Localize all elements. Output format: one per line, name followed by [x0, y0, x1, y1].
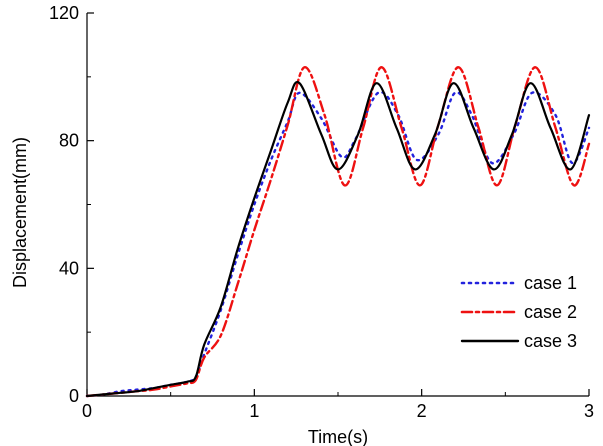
series-line-1 [85, 90, 591, 398]
legend-label-2: case 2 [524, 302, 577, 322]
series-line-3 [85, 80, 591, 398]
legend-label-1: case 1 [524, 273, 577, 293]
series-line-2 [85, 66, 591, 398]
series-layer [85, 66, 591, 398]
y-tick-label: 40 [59, 258, 79, 278]
legend: case 1 case 2 case 3 [460, 273, 577, 351]
x-tick-label: 2 [417, 401, 427, 421]
x-tick-label: 3 [584, 401, 594, 421]
x-axis-title: Time(s) [308, 427, 368, 446]
x-tick-label: 0 [82, 401, 92, 421]
y-tick-label: 0 [69, 386, 79, 406]
axes: 0 1 2 3 0 40 80 120 [49, 3, 594, 421]
y-axis-title: Displacement(mm) [10, 137, 30, 288]
legend-label-3: case 3 [524, 331, 577, 351]
y-tick-label: 80 [59, 131, 79, 151]
y-tick-label: 120 [49, 3, 79, 23]
x-tick-label: 1 [249, 401, 259, 421]
